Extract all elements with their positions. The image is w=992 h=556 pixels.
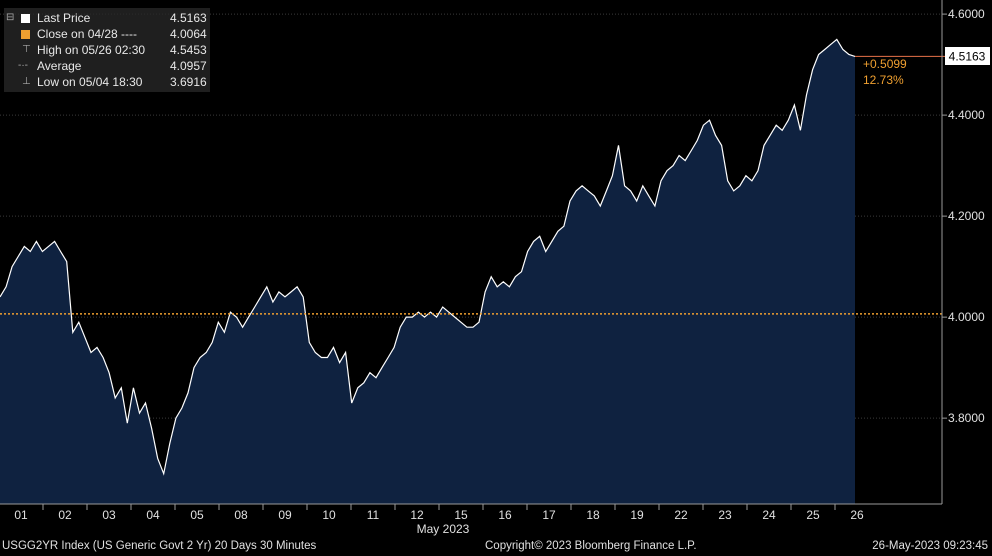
legend-item-average: -·- Average 4.0957: [4, 59, 210, 75]
x-tick-label: 26: [850, 508, 864, 522]
y-tick-label: 4.4000: [948, 108, 985, 122]
change-absolute: +0.5099: [863, 57, 907, 71]
x-tick-label: 09: [278, 508, 292, 522]
y-tick-label: 4.6000: [948, 7, 985, 21]
legend-item-low: ⊥ Low on 05/04 18:30 3.6916: [4, 75, 210, 91]
legend-label: Close on 04/28 ----: [37, 27, 138, 41]
x-tick-label: 02: [58, 508, 72, 522]
x-tick-label: 19: [630, 508, 644, 522]
x-axis-month-label: May 2023: [417, 522, 470, 536]
legend-value: 4.5453: [170, 43, 207, 57]
x-tick-label: 17: [542, 508, 556, 522]
x-tick-label: 18: [586, 508, 600, 522]
legend-item-last-price: ⊟ Last Price 4.5163: [4, 11, 210, 27]
y-axis-ticks: 3.8000 4.0000 4.2000 4.4000 4.6000: [942, 7, 985, 425]
axes: [0, 0, 943, 505]
legend: ⊟ Last Price 4.5163 Close on 04/28 ---- …: [4, 8, 210, 92]
x-axis-ticks: 01 02 03 04 05 08 09 10 11 12 15 16 17 18 19 22 23 24 25 26: [14, 504, 864, 522]
legend-label: Last Price: [37, 11, 91, 25]
price-line: [0, 38, 856, 476]
low-tick-icon: ⊥: [22, 76, 31, 87]
white-square-icon: [21, 14, 30, 23]
x-tick-label: 03: [102, 508, 116, 522]
legend-label: High on 05/26 02:30: [37, 43, 146, 57]
x-tick-label: 01: [14, 508, 28, 522]
price-area: [0, 39, 855, 505]
high-tick-icon: ⊤: [22, 44, 31, 55]
legend-value: 4.5163: [170, 11, 207, 25]
legend-item-close: Close on 04/28 ---- 4.0064: [4, 27, 210, 43]
x-tick-label: 24: [762, 508, 776, 522]
average-line-icon: -·-: [18, 60, 28, 71]
footer-ticker-description: USGG2YR Index (US Generic Govt 2 Yr) 20 …: [2, 540, 317, 552]
minus-icon[interactable]: ⊟: [6, 12, 15, 23]
y-tick-label: 4.0000: [948, 310, 985, 324]
x-tick-label: 11: [367, 508, 380, 522]
x-tick-label: 04: [146, 508, 160, 522]
footer-timestamp: 26-May-2023 09:23:45: [872, 540, 988, 552]
x-tick-label: 25: [806, 508, 820, 522]
legend-label: Average: [37, 59, 82, 73]
y-tick-label: 4.2000: [948, 209, 985, 223]
x-tick-label: 15: [454, 508, 468, 522]
x-tick-label: 23: [718, 508, 732, 522]
footer-copyright: Copyright© 2023 Bloomberg Finance L.P.: [485, 540, 697, 552]
orange-square-icon: [21, 30, 30, 39]
x-tick-label: 10: [322, 508, 336, 522]
change-percent: 12.73%: [863, 73, 904, 87]
legend-label: Low on 05/04 18:30: [37, 75, 143, 89]
last-price-label-text: 4.5163: [949, 50, 986, 64]
legend-item-high: ⊤ High on 05/26 02:30 4.5453: [4, 43, 210, 59]
x-tick-label: 22: [674, 508, 688, 522]
x-tick-label: 05: [190, 508, 204, 522]
x-tick-label: 16: [498, 508, 512, 522]
x-tick-label: 12: [410, 508, 424, 522]
y-tick-label: 3.8000: [948, 411, 985, 425]
legend-value: 4.0957: [170, 59, 207, 73]
legend-value: 3.6916: [170, 75, 207, 89]
last-price-label: 4.5163: [945, 47, 990, 65]
legend-value: 4.0064: [170, 27, 207, 41]
x-tick-label: 08: [234, 508, 248, 522]
